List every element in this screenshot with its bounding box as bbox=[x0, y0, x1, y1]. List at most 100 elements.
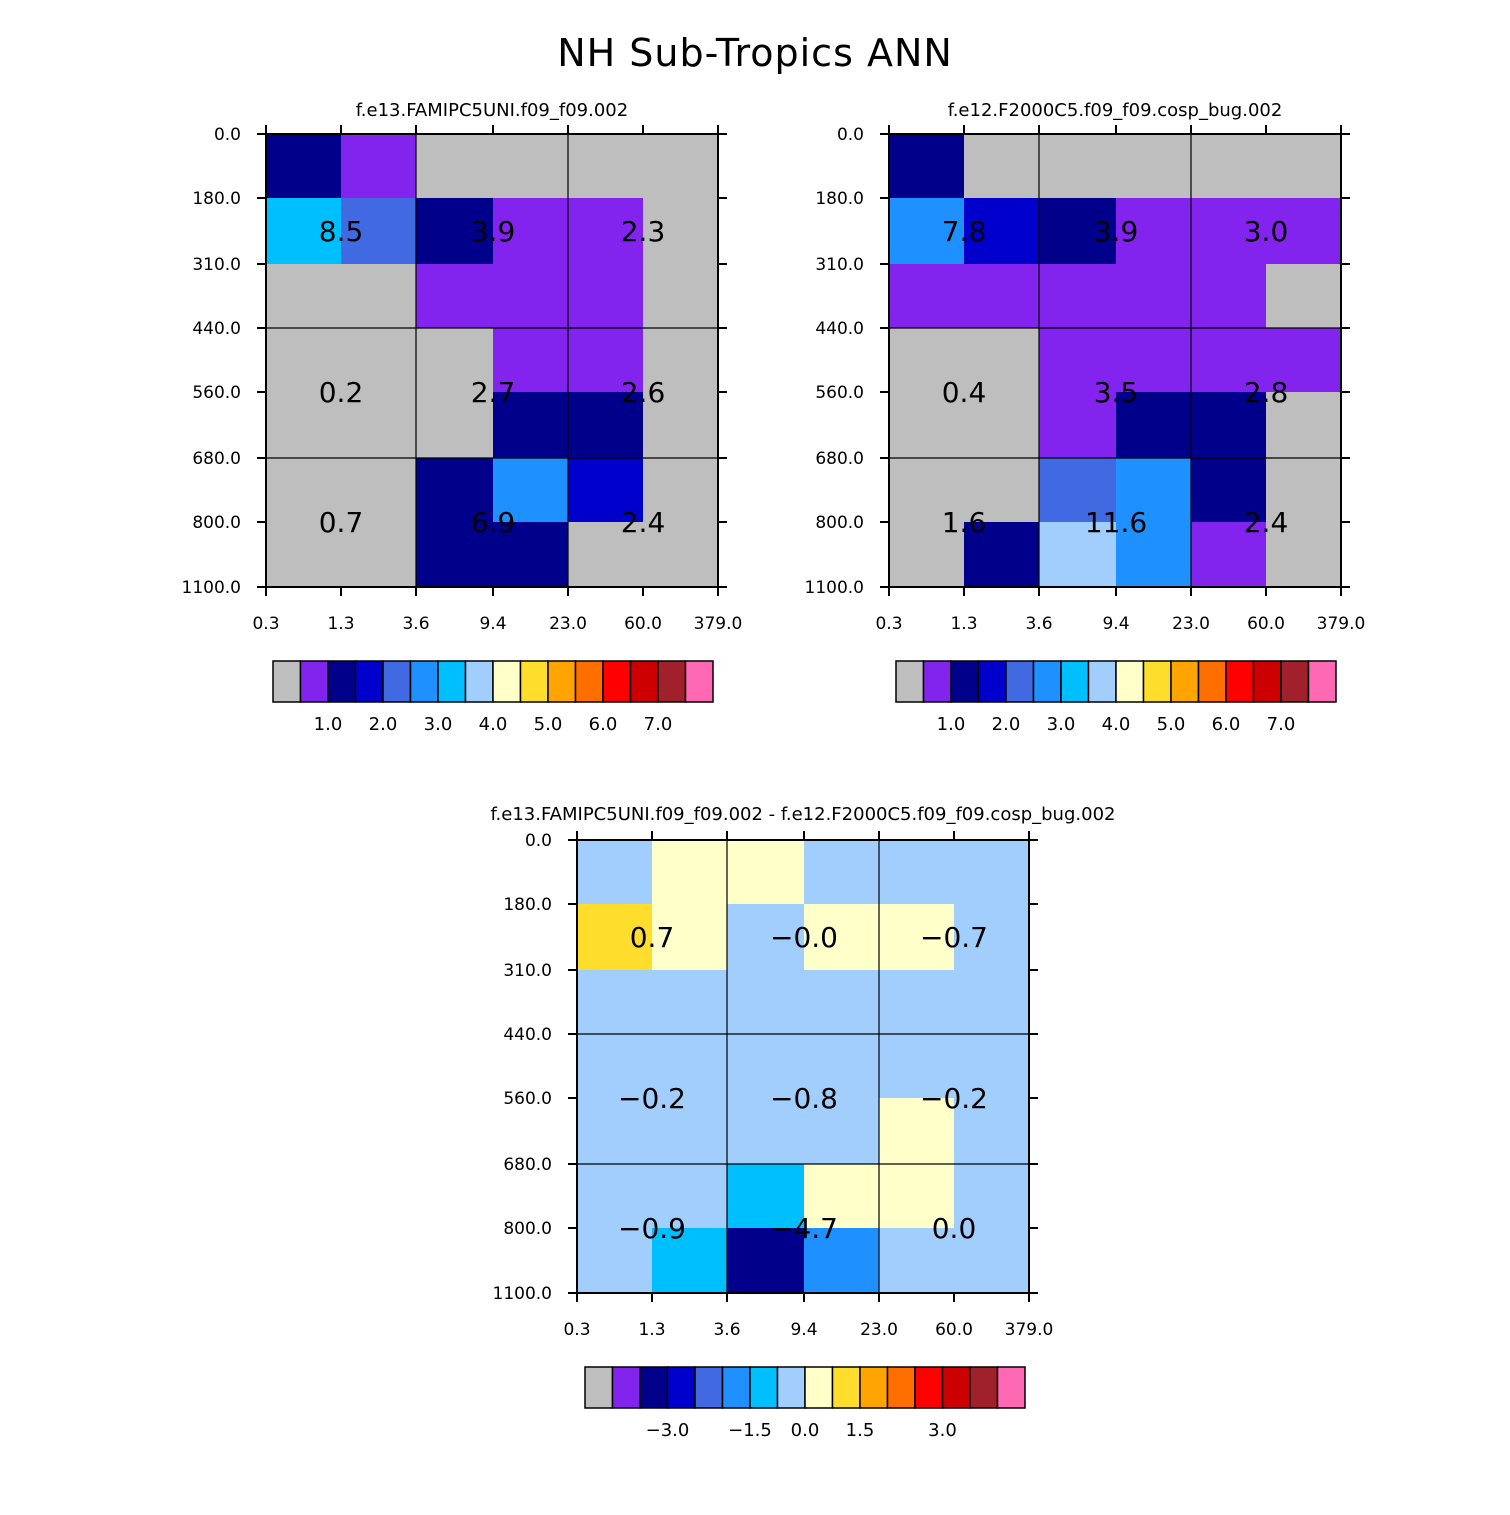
heatmap-cell bbox=[493, 198, 569, 265]
colorbar-label: −1.5 bbox=[728, 1420, 772, 1441]
colorbar-box bbox=[629, 660, 659, 703]
heatmap-cell bbox=[266, 328, 342, 393]
x-tick-label: 3.6 bbox=[713, 1320, 740, 1340]
x-tick-label: 0.3 bbox=[563, 1320, 590, 1340]
heatmap-cell bbox=[879, 1228, 955, 1294]
heatmap-cell bbox=[879, 840, 955, 905]
y-tick-label: 560.0 bbox=[192, 383, 241, 403]
y-tick-label: 440.0 bbox=[503, 1025, 552, 1045]
heatmap-cell bbox=[266, 522, 342, 588]
heatmap-cell bbox=[964, 522, 1040, 588]
y-tick-label: 310.0 bbox=[192, 255, 241, 275]
heatmap-cell bbox=[727, 1034, 805, 1099]
heatmap-cell bbox=[577, 1098, 653, 1165]
y-tick-label: 310.0 bbox=[815, 255, 864, 275]
heatmap-cell bbox=[1039, 328, 1117, 393]
heatmap-cell bbox=[568, 328, 644, 393]
heatmap-cell bbox=[568, 392, 644, 459]
heatmap-cell bbox=[954, 904, 1030, 971]
colorbar-box bbox=[776, 1366, 806, 1409]
heatmap-cell bbox=[1266, 264, 1342, 329]
heatmap-cell bbox=[964, 134, 1040, 199]
heatmap-cell bbox=[643, 458, 719, 523]
cell-value-label: 3.5 bbox=[1094, 376, 1139, 409]
x-tick-label: 60.0 bbox=[935, 1320, 973, 1340]
heatmap-cell bbox=[493, 392, 569, 459]
heatmap-cell bbox=[1039, 522, 1117, 588]
colorbar-box bbox=[1252, 660, 1282, 703]
heatmap-cell bbox=[1266, 198, 1342, 265]
colorbar-box bbox=[1060, 660, 1090, 703]
colorbar-box bbox=[1197, 660, 1227, 703]
colorbar-box bbox=[382, 660, 412, 703]
heatmap-cell bbox=[954, 1034, 1030, 1099]
cell-value-label: 2.6 bbox=[621, 376, 666, 409]
x-tick-label: 9.4 bbox=[1102, 614, 1129, 634]
colorbar: 1.0 2.0 3.0 4.0 5.0 6.0 7.0 bbox=[272, 660, 714, 735]
colorbar-box bbox=[1142, 660, 1172, 703]
colorbar-label: 3.0 bbox=[1047, 714, 1076, 735]
y-tick-label: 800.0 bbox=[503, 1219, 552, 1239]
heatmap-cell bbox=[568, 522, 644, 588]
y-tick-label: 1100.0 bbox=[805, 578, 864, 598]
cell-value-label: 3.9 bbox=[1094, 215, 1139, 248]
x-tick-label: 9.4 bbox=[479, 614, 506, 634]
colorbar-box bbox=[969, 1366, 999, 1409]
colorbar-box bbox=[721, 1366, 751, 1409]
heatmap-cell bbox=[493, 458, 569, 523]
colorbar-box bbox=[977, 660, 1007, 703]
colorbar-label: 0.0 bbox=[791, 1420, 820, 1441]
x-tick-label: 1.3 bbox=[327, 614, 354, 634]
y-tick-label: 680.0 bbox=[815, 449, 864, 469]
colorbar-box bbox=[1115, 660, 1145, 703]
colorbar-label: 5.0 bbox=[1157, 714, 1186, 735]
colorbar-label: 3.0 bbox=[928, 1420, 957, 1441]
heatmap-cell bbox=[577, 1228, 653, 1294]
heatmap-cell bbox=[879, 1098, 955, 1165]
heatmap-cell bbox=[568, 198, 644, 265]
cell-value-label: −0.2 bbox=[618, 1082, 686, 1115]
heatmap-cell bbox=[652, 840, 728, 905]
y-tick-label: 1100.0 bbox=[182, 578, 241, 598]
heatmap-cell bbox=[341, 392, 417, 459]
cell-value-label: 0.2 bbox=[319, 376, 364, 409]
heatmap-cell bbox=[879, 1034, 955, 1099]
y-tick-label: 0.0 bbox=[837, 125, 864, 145]
colorbar-box bbox=[611, 1366, 641, 1409]
colorbar-label: 7.0 bbox=[644, 714, 673, 735]
cell-value-label: 0.7 bbox=[319, 506, 364, 539]
heatmap-cell bbox=[416, 392, 494, 459]
colorbar-box bbox=[574, 660, 604, 703]
colorbar: −3.0 −1.5 0.0 1.5 3.0 bbox=[584, 1366, 1026, 1441]
heatmap-cell bbox=[954, 1228, 1030, 1294]
cell-value-label: 11.6 bbox=[1085, 506, 1147, 539]
heatmap-cell bbox=[1266, 134, 1342, 199]
y-tick-label: 440.0 bbox=[192, 319, 241, 339]
heatmap-cell bbox=[341, 328, 417, 393]
colorbar-box bbox=[1005, 660, 1035, 703]
colorbar-box bbox=[547, 660, 577, 703]
colorbar-box bbox=[272, 660, 302, 703]
heatmap-cell bbox=[493, 522, 569, 588]
heatmap-cell bbox=[266, 458, 342, 523]
heatmap-cell bbox=[568, 458, 644, 523]
heatmap-cell bbox=[493, 264, 569, 329]
cell-value-label: 2.3 bbox=[621, 215, 666, 248]
cell-value-label: 3.9 bbox=[471, 215, 516, 248]
heatmap-cell bbox=[1191, 198, 1267, 265]
cell-value-label: −0.0 bbox=[770, 921, 838, 954]
cell-value-label: 7.8 bbox=[942, 215, 987, 248]
x-tick-label: 379.0 bbox=[1317, 614, 1366, 634]
cell-value-label: 2.7 bbox=[471, 376, 516, 409]
heatmap-cell bbox=[577, 904, 653, 971]
colorbar-label: 1.5 bbox=[846, 1420, 875, 1441]
heatmap-cell bbox=[889, 458, 965, 523]
colorbar-box bbox=[657, 660, 687, 703]
heatmap-cell bbox=[341, 522, 417, 588]
colorbar-box bbox=[602, 660, 632, 703]
cell-value-label: 0.0 bbox=[932, 1212, 977, 1245]
heatmap-cell bbox=[889, 522, 965, 588]
heatmap-cell bbox=[1191, 134, 1267, 199]
x-tick-label: 1.3 bbox=[950, 614, 977, 634]
